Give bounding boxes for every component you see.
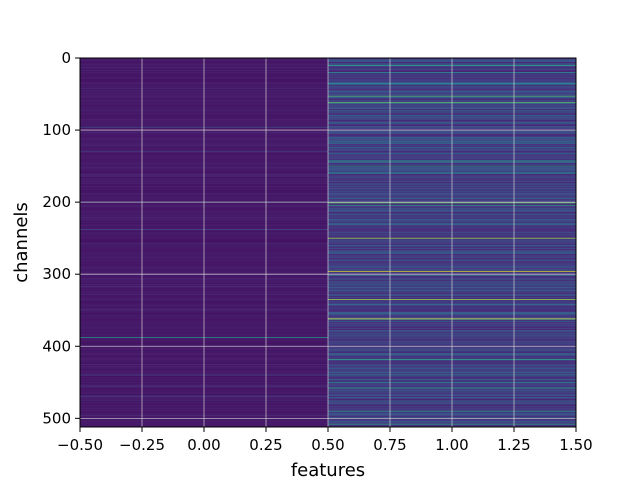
y-tick-label: 0 [61,49,71,67]
y-tick-label: 300 [42,265,71,283]
y-tick-label: 400 [42,337,71,355]
x-tick-label: −0.50 [57,436,103,454]
x-tick-label: 0.00 [187,436,220,454]
y-axis-ticks: 0 100 200 300 400 500 [42,49,80,427]
x-tick-label: 1.00 [435,436,468,454]
y-tick-label: 200 [42,193,71,211]
x-axis-ticks: −0.50 −0.25 0.00 0.25 0.50 0.75 1.00 1.25 1.50 [57,427,593,454]
x-tick-label: 1.50 [559,436,592,454]
y-tick-label: 500 [42,409,71,427]
y-tick-label: 100 [42,121,71,139]
x-tick-label: 0.25 [249,436,282,454]
x-axis-label: features [291,460,365,480]
y-axis-label: channels [11,202,32,283]
x-tick-label: 1.25 [497,436,530,454]
x-tick-label: 0.75 [373,436,406,454]
x-tick-label: −0.25 [119,436,165,454]
x-tick-label: 0.50 [311,436,344,454]
